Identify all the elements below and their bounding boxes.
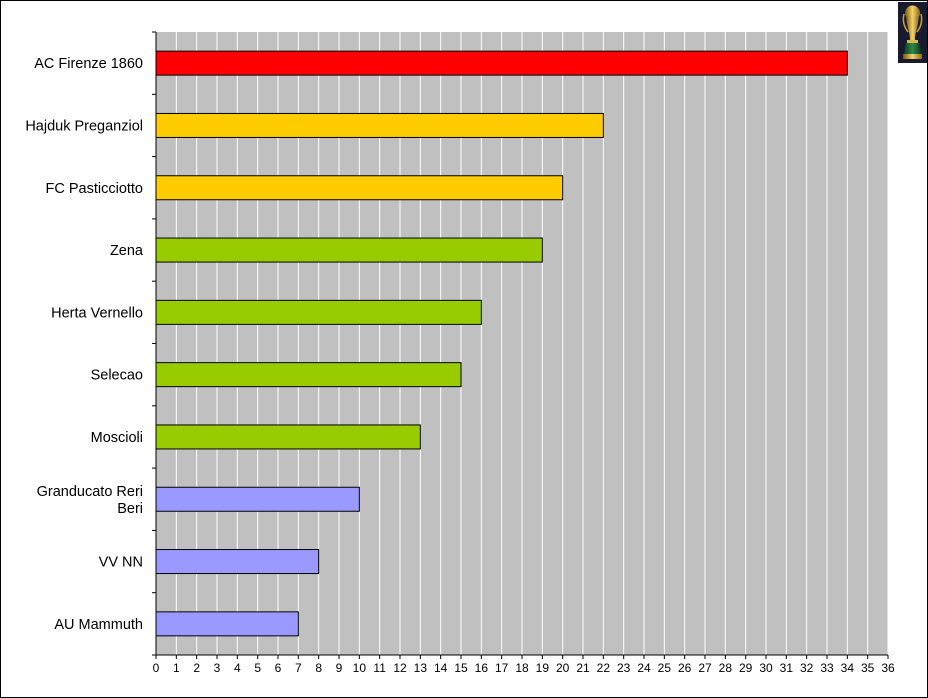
x-tick-label: 31	[780, 661, 794, 675]
category-label: FC Pasticciotto	[46, 181, 144, 197]
category-label-line: Hajduk Preganziol	[25, 118, 143, 134]
category-label-line: FC Pasticciotto	[46, 181, 144, 197]
x-tick-label: 34	[841, 661, 855, 675]
category-label: AU Mammuth	[54, 617, 143, 633]
x-tick-label: 7	[295, 661, 302, 675]
bar-5	[155, 299, 482, 325]
x-tick-label: 32	[800, 661, 814, 675]
x-tick-label: 21	[576, 661, 590, 675]
category-label: Granducato Reri Beri	[37, 484, 143, 517]
x-tick-label: 19	[536, 661, 550, 675]
x-tick-label: 6	[275, 661, 282, 675]
x-tick-label: 17	[495, 661, 509, 675]
x-tick-label: 1	[173, 661, 180, 675]
x-tick-label: 3	[214, 661, 221, 675]
x-tick-label: 16	[475, 661, 489, 675]
x-tick-label: 22	[597, 661, 611, 675]
category-label-line: Beri	[117, 501, 143, 517]
category-label-line: Granducato Reri	[37, 484, 143, 500]
category-label-line: Herta Vernello	[51, 305, 143, 321]
category-label: Hajduk Preganziol	[25, 118, 143, 134]
axes	[152, 31, 889, 659]
category-label-line: VV NN	[99, 555, 143, 571]
bar-6	[155, 362, 462, 388]
x-tick-label: 4	[234, 661, 241, 675]
x-tick-label: 25	[658, 661, 672, 675]
bar-2	[155, 112, 604, 138]
bar-3	[155, 175, 564, 201]
category-label-line: AC Firenze 1860	[34, 56, 143, 72]
x-tick-label: 12	[393, 661, 407, 675]
category-label: Moscioli	[91, 430, 143, 446]
category-label-line: Selecao	[91, 368, 143, 384]
category-label-line: Moscioli	[91, 430, 143, 446]
x-tick-label: 33	[820, 661, 834, 675]
x-tick-label: 24	[637, 661, 651, 675]
x-tick-label: 30	[759, 661, 773, 675]
x-tick-label: 13	[414, 661, 428, 675]
bar-7	[155, 424, 421, 450]
x-tick-label: 8	[315, 661, 322, 675]
x-tick-label: 23	[617, 661, 631, 675]
x-tick-label: 36	[881, 661, 895, 675]
bars	[155, 50, 848, 637]
x-tick-label: 0	[153, 661, 160, 675]
x-tick-label: 35	[861, 661, 875, 675]
bar-1	[155, 50, 848, 76]
x-tick-label: 26	[678, 661, 692, 675]
x-tick-label: 18	[515, 661, 529, 675]
category-label: Herta Vernello	[51, 305, 143, 321]
x-tick-label: 14	[434, 661, 448, 675]
x-tick-label: 9	[336, 661, 343, 675]
x-tick-label: 2	[193, 661, 200, 675]
world-cup-trophy-icon	[898, 2, 927, 63]
bar-10	[155, 611, 299, 637]
x-tick-label: 27	[698, 661, 712, 675]
category-labels: AC Firenze 1860 Hajduk Preganziol FC Pasti…	[25, 56, 144, 633]
bar-4	[155, 237, 543, 263]
category-label: VV NN	[99, 555, 143, 571]
x-tick-label: 28	[719, 661, 733, 675]
x-tick-label: 5	[254, 661, 261, 675]
category-label: Zena	[110, 243, 144, 259]
bar-9	[155, 549, 320, 575]
category-label: Selecao	[91, 368, 143, 384]
category-label-line: Zena	[110, 243, 144, 259]
bar-8	[155, 486, 360, 512]
x-tick-label: 20	[556, 661, 570, 675]
category-label: AC Firenze 1860	[34, 56, 143, 72]
category-label-line: AU Mammuth	[54, 617, 143, 633]
x-tick-labels: 0 1 2 3 4 5 6 7 8 9 10 11 12 13 14 15 16 17 18 19 20 21 22 23 24…	[153, 661, 895, 675]
x-tick-label: 10	[353, 661, 367, 675]
x-tick-label: 29	[739, 661, 753, 675]
x-tick-label: 15	[454, 661, 468, 675]
x-tick-label: 11	[373, 661, 386, 675]
